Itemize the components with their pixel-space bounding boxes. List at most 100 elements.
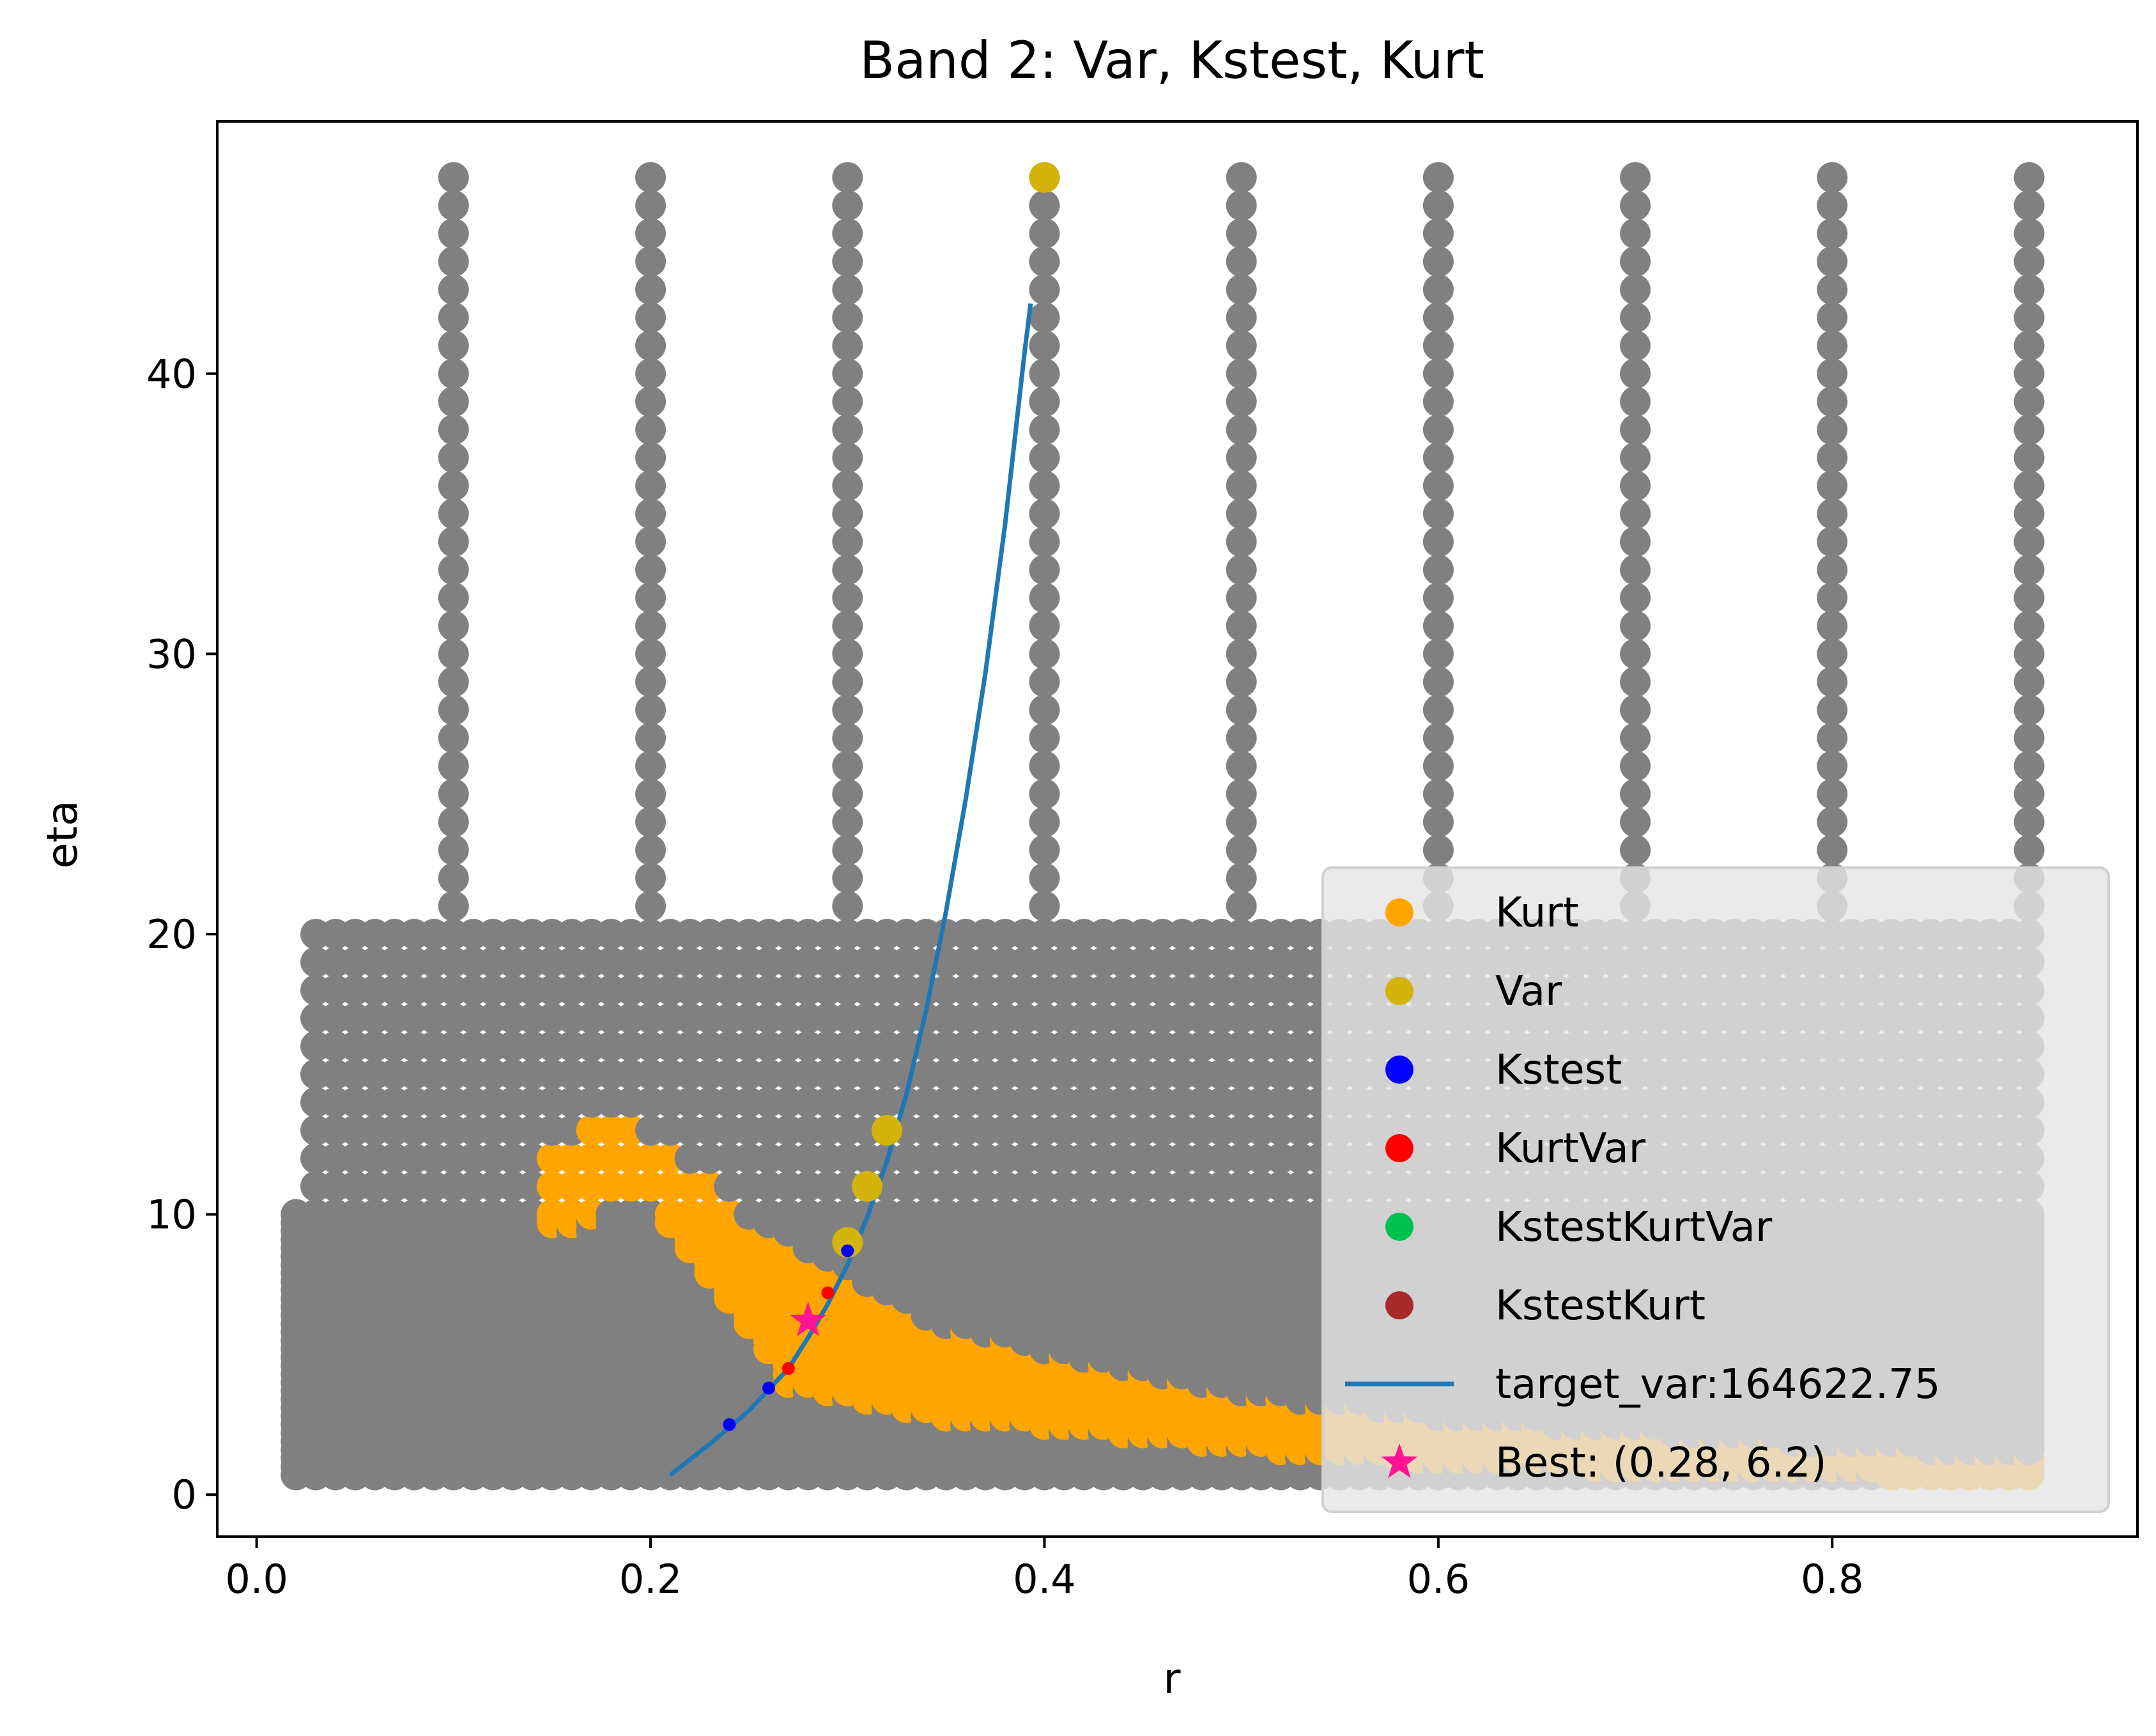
grid-point — [2014, 442, 2045, 473]
grid-point — [635, 442, 666, 473]
grid-point — [1226, 162, 1257, 193]
grid-point — [2014, 358, 2045, 389]
grid-point — [832, 274, 863, 305]
grid-point — [438, 470, 469, 502]
grid-point — [1422, 526, 1454, 557]
grid-point — [2014, 750, 2045, 781]
grid-point — [635, 806, 666, 838]
grid-point — [1029, 610, 1060, 641]
grid-point — [1226, 414, 1257, 445]
kstest-point — [723, 1418, 736, 1431]
grid-point — [635, 274, 666, 305]
legend-label: Kurt — [1495, 889, 1579, 937]
grid-point — [635, 695, 666, 726]
grid-point — [1029, 246, 1060, 277]
x-tick-label: 0.8 — [1801, 1556, 1864, 1602]
legend-marker — [1385, 1056, 1413, 1084]
grid-point — [1817, 806, 1848, 838]
grid-point — [635, 498, 666, 530]
grid-point — [635, 582, 666, 613]
grid-point — [832, 666, 863, 698]
grid-point — [1226, 863, 1257, 894]
grid-point — [1029, 666, 1060, 698]
grid-point — [2014, 302, 2045, 333]
chart-title: Band 2: Var, Kstest, Kurt — [859, 31, 1484, 90]
grid-point — [1029, 190, 1060, 221]
grid-point — [438, 526, 469, 557]
y-tick-label: 40 — [146, 351, 197, 397]
grid-point — [1817, 274, 1848, 305]
grid-point — [438, 414, 469, 445]
grid-point — [635, 330, 666, 361]
grid-point — [1620, 723, 1651, 753]
grid-point — [438, 442, 469, 473]
grid-point — [635, 666, 666, 698]
grid-point — [438, 695, 469, 726]
grid-point — [2014, 414, 2045, 445]
grid-point — [438, 386, 469, 417]
grid-point — [1029, 638, 1060, 670]
grid-point — [832, 778, 863, 810]
grid-point — [1226, 274, 1257, 305]
grid-point — [1422, 218, 1454, 249]
legend-label: Kstest — [1495, 1047, 1622, 1094]
grid-point — [635, 891, 666, 922]
grid-point — [2014, 695, 2045, 726]
grid-point — [1422, 274, 1454, 305]
grid-point — [1029, 554, 1060, 585]
grid-point — [1620, 750, 1651, 781]
grid-point — [1226, 554, 1257, 585]
grid-point — [1620, 695, 1651, 726]
grid-point — [1422, 582, 1454, 613]
grid-point — [635, 750, 666, 781]
grid-point — [2014, 806, 2045, 838]
grid-point — [1226, 218, 1257, 249]
grid-point — [1226, 246, 1257, 277]
grid-point — [1029, 778, 1060, 810]
legend-label: KstestKurtVar — [1495, 1204, 1773, 1251]
x-tick-label: 0.2 — [619, 1556, 682, 1602]
grid-point — [1029, 526, 1060, 557]
grid-point — [438, 750, 469, 781]
grid-point — [832, 330, 863, 361]
legend-marker — [1385, 977, 1413, 1005]
grid-point — [1620, 582, 1651, 613]
grid-point — [1620, 610, 1651, 641]
kstest-point — [762, 1381, 775, 1395]
grid-point — [1226, 358, 1257, 389]
grid-point — [1226, 386, 1257, 417]
grid-point — [832, 414, 863, 445]
grid-point — [438, 358, 469, 389]
grid-point — [1226, 806, 1257, 838]
y-tick-label: 0 — [172, 1471, 197, 1518]
grid-point — [635, 218, 666, 249]
grid-point — [832, 302, 863, 333]
grid-point — [1620, 302, 1651, 333]
grid-point — [832, 246, 863, 277]
grid-point — [1226, 610, 1257, 641]
grid-point — [1226, 891, 1257, 922]
grid-point — [2014, 554, 2045, 585]
grid-point — [1029, 274, 1060, 305]
var-point — [871, 1115, 902, 1146]
grid-point — [1817, 442, 1848, 473]
grid-point — [1029, 695, 1060, 726]
grid-point — [1422, 190, 1454, 221]
grid-point — [438, 190, 469, 221]
grid-point — [1817, 498, 1848, 530]
grid-point — [635, 162, 666, 193]
grid-point — [2014, 834, 2045, 866]
legend-marker — [1385, 1291, 1413, 1319]
grid-point — [2014, 274, 2045, 305]
grid-point — [832, 526, 863, 557]
grid-point — [1029, 891, 1060, 922]
grid-point — [438, 218, 469, 249]
grid-point — [1817, 330, 1848, 361]
grid-point — [2014, 778, 2045, 810]
grid-point — [2014, 190, 2045, 221]
grid-point — [635, 863, 666, 894]
grid-point — [1817, 386, 1848, 417]
grid-point — [1817, 723, 1848, 753]
grid-point — [1226, 750, 1257, 781]
